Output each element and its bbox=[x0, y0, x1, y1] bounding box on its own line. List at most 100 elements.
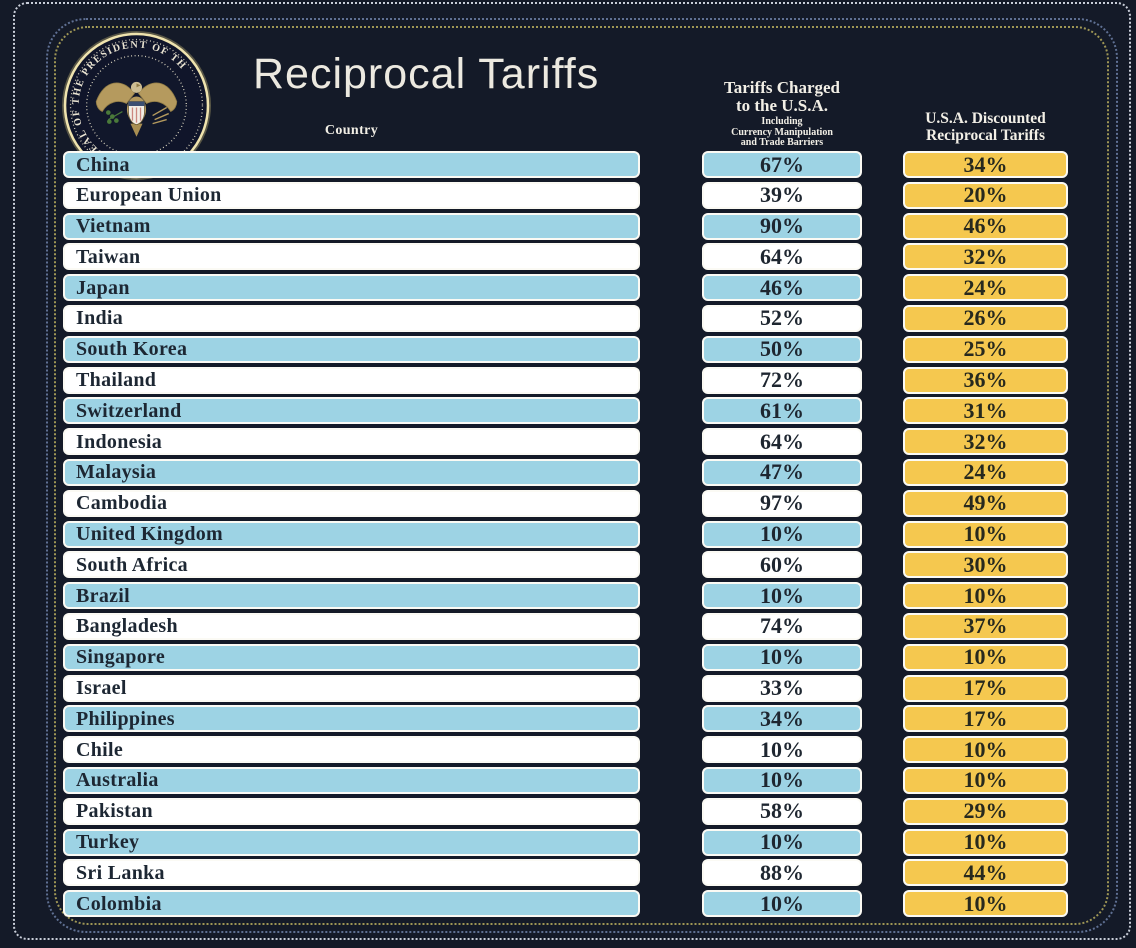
discounted-tariff-value: 10% bbox=[963, 767, 1008, 793]
charged-header-subtitle2: Currency Manipulation bbox=[731, 126, 833, 138]
charged-tariff-cell: 10% bbox=[702, 736, 862, 764]
charged-tariff-cell: 61% bbox=[702, 397, 862, 425]
seal-olive-branch-icon bbox=[105, 110, 123, 124]
charged-tariff-value: 10% bbox=[760, 767, 804, 793]
country-cell: Philippines bbox=[63, 705, 640, 733]
charged-tariff-value: 10% bbox=[760, 736, 804, 762]
country-cell-label: Australia bbox=[76, 769, 159, 792]
table-row: South Korea 50% 25% bbox=[63, 335, 1068, 363]
discounted-tariff-cell: 44% bbox=[903, 859, 1068, 887]
country-cell: South Korea bbox=[63, 335, 640, 363]
country-cell-label: Brazil bbox=[76, 584, 131, 607]
charged-tariff-cell: 97% bbox=[702, 489, 862, 517]
charged-tariff-value: 52% bbox=[760, 305, 804, 331]
discounted-tariff-value: 10% bbox=[963, 736, 1008, 762]
discounted-tariff-cell: 10% bbox=[903, 643, 1068, 671]
country-cell: Singapore bbox=[63, 643, 640, 671]
discounted-tariff-value: 29% bbox=[963, 798, 1008, 824]
table-row: China 67% 34% bbox=[63, 151, 1068, 178]
country-cell: India bbox=[63, 304, 640, 332]
table-row: Australia 10% 10% bbox=[63, 766, 1068, 794]
charged-tariff-value: 64% bbox=[760, 428, 804, 454]
discounted-tariff-value: 10% bbox=[963, 890, 1008, 916]
discounted-tariff-value: 24% bbox=[963, 459, 1008, 485]
country-cell: South Africa bbox=[63, 551, 640, 579]
charged-header-subtitle3: and Trade Barriers bbox=[740, 137, 824, 148]
discounted-tariff-value: 17% bbox=[963, 705, 1008, 731]
discounted-tariff-value: 10% bbox=[963, 521, 1008, 547]
table-row: Pakistan 58% 29% bbox=[63, 797, 1068, 825]
table-row: Taiwan 64% 32% bbox=[63, 243, 1068, 271]
table-row: Turkey 10% 10% bbox=[63, 828, 1068, 856]
country-cell: European Union bbox=[63, 181, 640, 209]
table-row: Sri Lanka 88% 44% bbox=[63, 859, 1068, 887]
country-cell: Malaysia bbox=[63, 458, 640, 486]
discounted-header-line1: U.S.A. Discounted bbox=[925, 110, 1046, 127]
table-row: India 52% 26% bbox=[63, 304, 1068, 332]
discounted-tariff-cell: 10% bbox=[903, 582, 1068, 610]
charged-tariff-cell: 34% bbox=[702, 705, 862, 733]
country-cell: United Kingdom bbox=[63, 520, 640, 548]
charged-tariff-cell: 50% bbox=[702, 335, 862, 363]
poster-title: Reciprocal Tariffs bbox=[253, 50, 600, 98]
charged-tariff-value: 10% bbox=[760, 829, 804, 855]
charged-tariff-cell: 10% bbox=[702, 643, 862, 671]
discounted-tariff-cell: 17% bbox=[903, 705, 1068, 733]
charged-header-subtitle1: Including bbox=[761, 116, 803, 127]
charged-tariff-value: 10% bbox=[760, 644, 804, 670]
country-cell-label: South Africa bbox=[76, 553, 188, 576]
country-cell-label: Chile bbox=[76, 738, 124, 761]
country-cell: Indonesia bbox=[63, 428, 640, 456]
country-cell-label: Switzerland bbox=[76, 399, 182, 422]
table-row: Vietnam 90% 46% bbox=[63, 212, 1068, 240]
discounted-tariff-value: 17% bbox=[963, 675, 1008, 701]
charged-tariff-value: 72% bbox=[760, 367, 804, 393]
column-header-discounted-tariffs: U.S.A. Discounted Reciprocal Tariffs bbox=[893, 110, 1078, 144]
discounted-tariff-value: 10% bbox=[963, 829, 1008, 855]
country-cell: Vietnam bbox=[63, 212, 640, 240]
seal-dotted-ring-outer bbox=[69, 38, 204, 173]
discounted-tariff-cell: 10% bbox=[903, 828, 1068, 856]
country-cell: Japan bbox=[63, 274, 640, 302]
country-cell: Thailand bbox=[63, 366, 640, 394]
charged-header-line1: Tariffs Charged bbox=[723, 78, 840, 97]
table-row: Brazil 10% 10% bbox=[63, 582, 1068, 610]
table-row: Thailand 72% 36% bbox=[63, 366, 1068, 394]
charged-tariff-value: 61% bbox=[760, 397, 804, 423]
country-cell: Taiwan bbox=[63, 243, 640, 271]
discounted-tariff-cell: 49% bbox=[903, 489, 1068, 517]
charged-tariff-cell: 64% bbox=[702, 428, 862, 456]
charged-tariff-cell: 88% bbox=[702, 859, 862, 887]
country-cell-label: Pakistan bbox=[76, 800, 153, 823]
charged-tariff-cell: 67% bbox=[702, 151, 862, 178]
country-cell: Colombia bbox=[63, 890, 640, 918]
discounted-tariff-cell: 20% bbox=[903, 181, 1068, 209]
country-cell: Turkey bbox=[63, 828, 640, 856]
charged-tariff-cell: 47% bbox=[702, 458, 862, 486]
country-cell: Israel bbox=[63, 674, 640, 702]
discounted-tariff-cell: 36% bbox=[903, 366, 1068, 394]
country-cell: Chile bbox=[63, 736, 640, 764]
discounted-tariff-cell: 46% bbox=[903, 212, 1068, 240]
country-cell-label: China bbox=[76, 153, 130, 176]
charged-tariff-cell: 46% bbox=[702, 274, 862, 302]
charged-tariff-cell: 10% bbox=[702, 582, 862, 610]
charged-tariff-cell: 64% bbox=[702, 243, 862, 271]
discounted-tariff-cell: 25% bbox=[903, 335, 1068, 363]
country-cell-label: Indonesia bbox=[76, 430, 163, 453]
charged-tariff-value: 58% bbox=[760, 798, 804, 824]
discounted-tariff-cell: 24% bbox=[903, 458, 1068, 486]
country-cell-label: United Kingdom bbox=[76, 523, 224, 546]
country-cell: Bangladesh bbox=[63, 612, 640, 640]
table-row: United Kingdom 10% 10% bbox=[63, 520, 1068, 548]
discounted-tariff-cell: 17% bbox=[903, 674, 1068, 702]
discounted-header-line2: Reciprocal Tariffs bbox=[926, 127, 1045, 144]
discounted-tariff-cell: 10% bbox=[903, 520, 1068, 548]
charged-tariff-cell: 10% bbox=[702, 766, 862, 794]
country-cell-label: Malaysia bbox=[76, 461, 157, 484]
charged-tariff-value: 97% bbox=[760, 490, 804, 516]
table-row: Bangladesh 74% 37% bbox=[63, 612, 1068, 640]
charged-tariff-cell: 60% bbox=[702, 551, 862, 579]
country-cell: China bbox=[63, 151, 640, 178]
charged-tariff-value: 67% bbox=[760, 151, 804, 177]
